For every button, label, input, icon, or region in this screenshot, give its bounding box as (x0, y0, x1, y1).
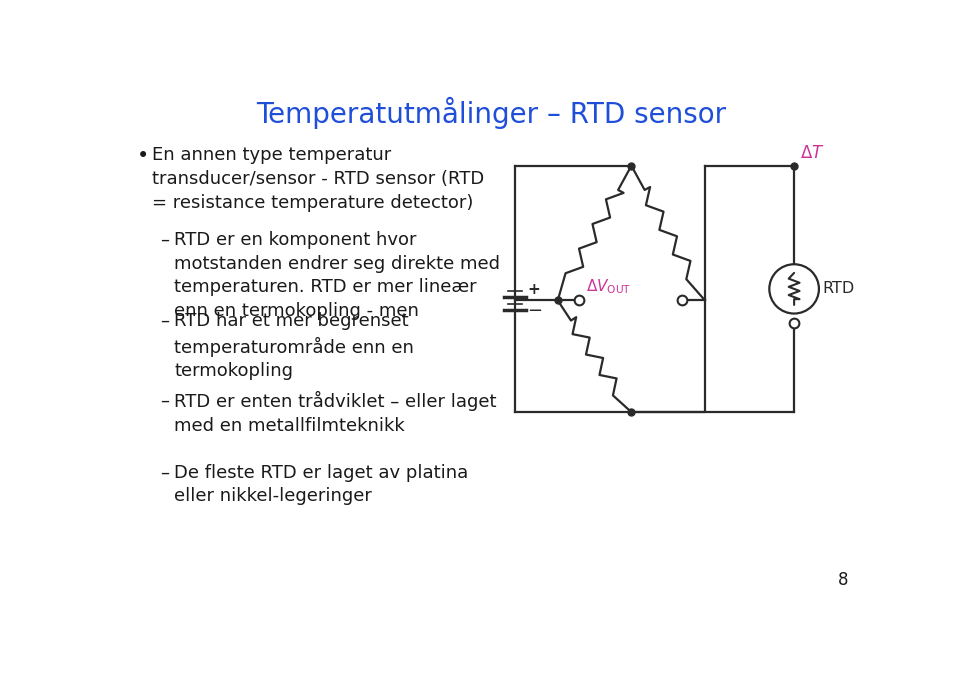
Text: •: • (137, 146, 150, 167)
Text: 8: 8 (838, 571, 849, 589)
Text: –: – (160, 231, 169, 249)
Text: –: – (160, 312, 169, 330)
Text: RTD er en komponent hvor
motstanden endrer seg direkte med
temperaturen. RTD er : RTD er en komponent hvor motstanden endr… (175, 231, 501, 320)
Text: RTD: RTD (823, 281, 855, 296)
Text: RTD er enten trådviklet – eller laget
med en metallfilmteknikk: RTD er enten trådviklet – eller laget me… (175, 392, 497, 435)
Text: +: + (527, 282, 540, 297)
Text: –: – (160, 464, 169, 482)
Text: $\Delta T$: $\Delta T$ (800, 144, 824, 162)
Text: De fleste RTD er laget av platina
eller nikkel-legeringer: De fleste RTD er laget av platina eller … (175, 464, 468, 506)
Text: –: – (160, 392, 169, 409)
Text: Temperatutmålinger – RTD sensor: Temperatutmålinger – RTD sensor (256, 97, 726, 128)
Text: −: − (527, 302, 543, 320)
Text: RTD har et mer begrenset
temperaturområde enn en
termokopling: RTD har et mer begrenset temperaturområd… (175, 312, 414, 380)
Text: $\Delta V_{\mathrm{OUT}}$: $\Delta V_{\mathrm{OUT}}$ (586, 277, 631, 296)
Text: En annen type temperatur
transducer/sensor - RTD sensor (RTD
= resistance temper: En annen type temperatur transducer/sens… (152, 146, 484, 212)
